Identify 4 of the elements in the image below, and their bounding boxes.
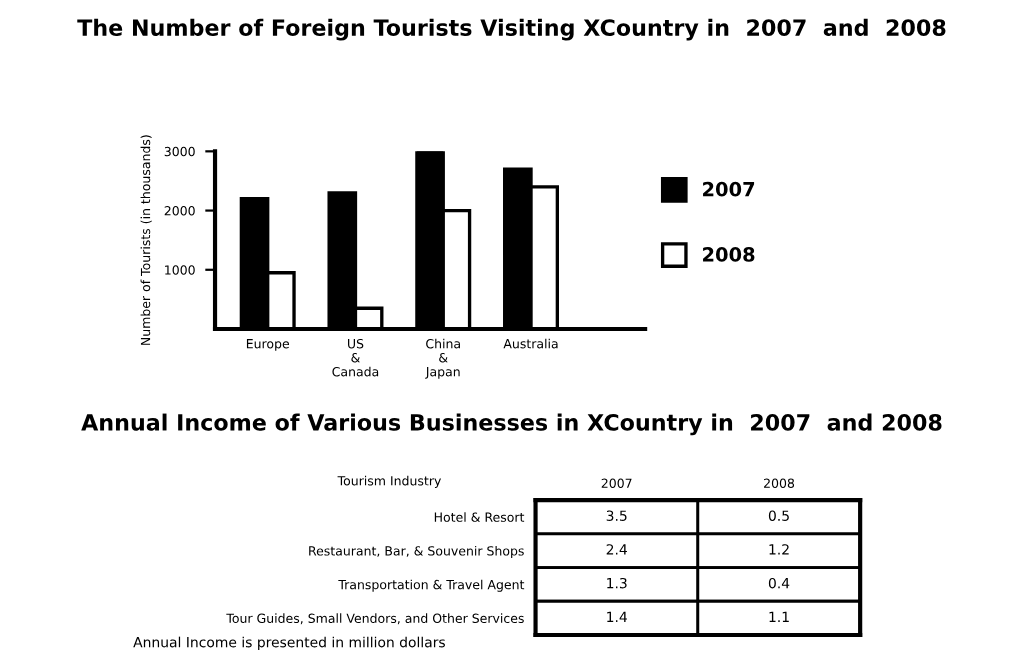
legend-label: 2008 <box>703 247 755 262</box>
chart-title: Annual Income of Various Businesses in XCountry in 2007 and 2008 <box>81 413 942 436</box>
chart-title: The Number of Foreign Tourists Visiting XCountry in 2007 and 2008 <box>77 18 946 41</box>
legend-label: 2007 <box>703 181 755 197</box>
